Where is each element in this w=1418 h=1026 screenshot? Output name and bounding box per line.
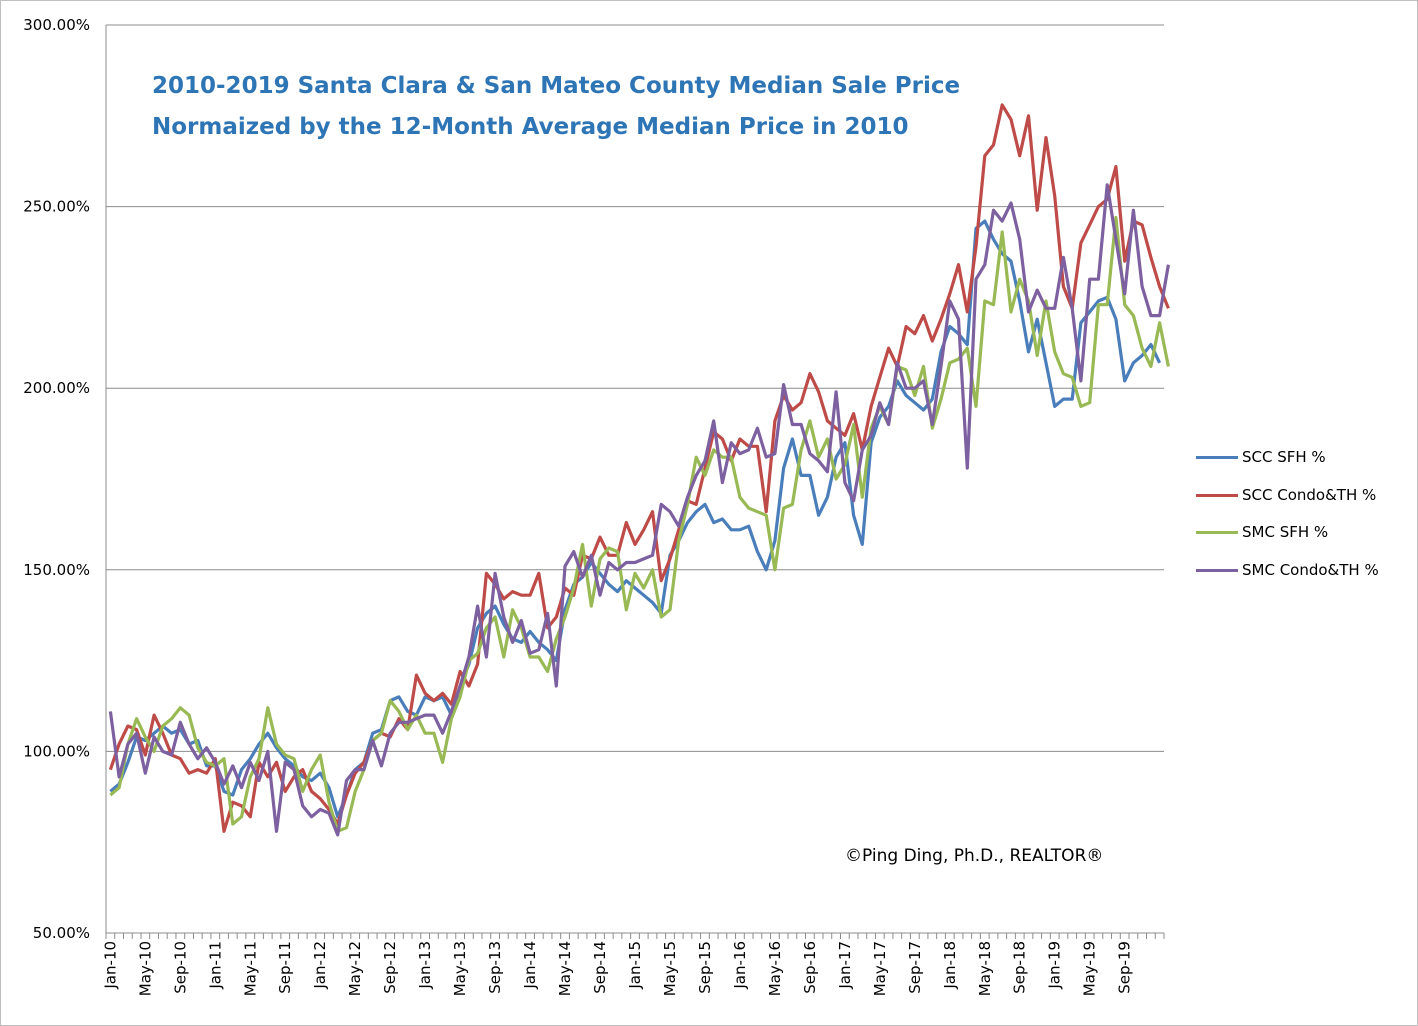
x-tick-label: Jan-15 <box>626 941 644 990</box>
legend-label: SCC Condo&TH % <box>1242 486 1377 504</box>
x-tick-label: May-10 <box>136 941 154 996</box>
y-tick-label: 200.00% <box>23 379 90 397</box>
x-tick-label: May-16 <box>766 941 784 996</box>
x-tick-label: Jan-14 <box>521 941 539 990</box>
gridlines <box>106 24 1164 934</box>
series-lines <box>108 103 1170 837</box>
x-tick-label: Sep-14 <box>591 941 609 994</box>
x-tick-label: May-17 <box>871 941 889 996</box>
x-tick-label: May-15 <box>661 941 679 996</box>
x-tick-label: May-11 <box>241 941 259 996</box>
x-tick-label: Jan-13 <box>416 941 434 990</box>
legend-label: SMC SFH % <box>1242 523 1329 541</box>
x-tick-label: Sep-16 <box>801 941 819 994</box>
chart-title-line-2: Normaized by the 12-Month Average Median… <box>152 114 909 140</box>
x-tick-label: Jan-16 <box>731 941 749 990</box>
series-line <box>108 183 1170 837</box>
x-tick-label: May-19 <box>1081 941 1099 996</box>
x-tick-label: Sep-13 <box>486 941 504 994</box>
legend-swatch <box>1196 493 1238 497</box>
x-tick-label: Sep-10 <box>171 941 189 994</box>
x-tick-label: Sep-19 <box>1116 941 1134 994</box>
x-tick-label: Jan-19 <box>1046 941 1064 990</box>
legend-swatch <box>1196 530 1238 534</box>
series-line <box>109 215 1170 833</box>
legend-label: SMC Condo&TH % <box>1242 561 1379 579</box>
chart-title-line-1: 2010-2019 Santa Clara & San Mateo County… <box>152 73 961 99</box>
x-tick-label: Jan-11 <box>206 941 224 990</box>
copyright-annotation: ©Ping Ding, Ph.D., REALTOR® <box>845 846 1104 866</box>
x-axis: Jan-10 May-10 Sep-10 Jan-11 May-11 Sep-11 Jan-… <box>101 25 1165 996</box>
y-tick-label: 300.00% <box>23 16 90 34</box>
y-tick-label: 50.00% <box>33 924 90 942</box>
x-tick-label: Sep-15 <box>696 941 714 994</box>
x-tick-label: Sep-11 <box>276 941 294 994</box>
y-tick-label: 150.00% <box>23 561 90 579</box>
series-line <box>108 103 1170 833</box>
legend-label: SCC SFH % <box>1242 448 1326 466</box>
y-axis-labels: 50.00% 100.00% 150.00% 200.00% 250.00% 300.00… <box>23 16 90 942</box>
x-tick-label: Jan-12 <box>311 941 329 990</box>
y-tick-label: 100.00% <box>23 742 90 760</box>
legend-item-smc-condo: SMC Condo&TH % <box>1196 560 1379 580</box>
legend-swatch <box>1196 455 1238 459</box>
x-tick-label: Sep-17 <box>906 941 924 994</box>
x-tick-label: Jan-17 <box>836 941 854 990</box>
x-tick-label: May-18 <box>976 941 994 996</box>
x-tick-label: Sep-12 <box>381 941 399 994</box>
x-tick-label: May-14 <box>556 941 574 996</box>
y-tick-label: 250.00% <box>23 198 90 216</box>
x-tick-label: Jan-18 <box>941 941 959 990</box>
x-tick-label: Jan-10 <box>101 941 119 990</box>
x-tick-label: May-13 <box>451 941 469 996</box>
legend-item-scc-condo: SCC Condo&TH % <box>1196 485 1376 505</box>
legend-swatch <box>1196 568 1238 572</box>
legend-item-smc-sfh: SMC SFH % <box>1196 522 1328 542</box>
legend-item-scc-sfh: SCC SFH % <box>1196 447 1326 467</box>
x-tick-label: May-12 <box>346 941 364 996</box>
series-line <box>109 219 1162 819</box>
x-tick-label: Sep-18 <box>1011 941 1029 994</box>
